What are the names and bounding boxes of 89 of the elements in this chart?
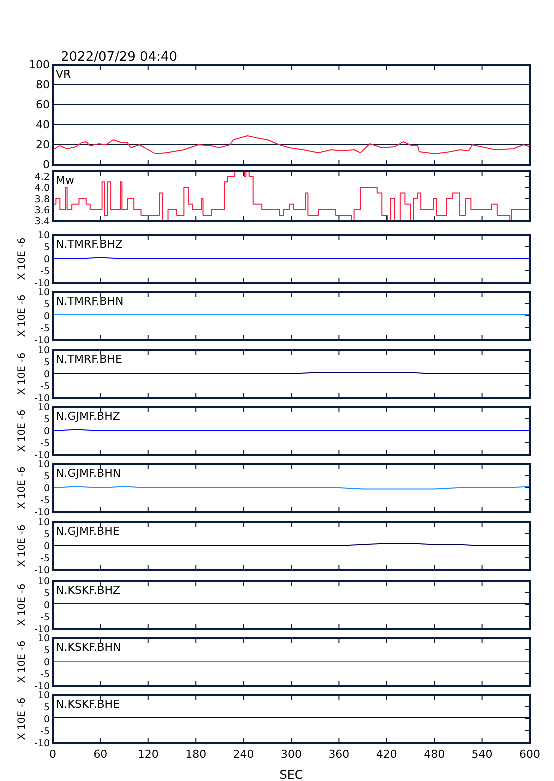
x-tick-label: 120	[138, 748, 159, 761]
y-tick-label: -5	[40, 438, 50, 450]
x-tick-label: 60	[94, 748, 108, 761]
series-label: N.GJMF.BHZ	[56, 410, 121, 423]
y-tick-label: -10	[34, 566, 50, 576]
series-label: Mw	[56, 174, 74, 187]
y-tick-label: -10	[34, 394, 50, 404]
y-tick-label: -10	[34, 682, 50, 692]
y-tick-label: 10	[38, 346, 50, 356]
y-axis-title: X 10E -6	[17, 352, 28, 396]
series-label: N.KSKF.BHZ	[56, 584, 122, 597]
y-tick-label: 10	[38, 690, 50, 702]
y-tick-label: 40	[36, 118, 50, 132]
y-tick-label: 5	[44, 646, 50, 656]
y-tick-label: 0	[44, 658, 50, 668]
y-tick-label: 5	[44, 414, 50, 426]
y-tick-label: 5	[44, 300, 50, 310]
y-axis-title: X 10E -6	[17, 524, 28, 568]
series-label: N.GJMF.BHE	[56, 525, 120, 538]
y-tick-label: 10	[38, 518, 50, 528]
y-tick-label: 4.2	[34, 172, 50, 184]
line-series	[52, 136, 530, 154]
y-tick-label: 5	[44, 702, 50, 714]
x-tick-label: 300	[281, 748, 302, 761]
y-tick-label: -10	[34, 450, 50, 462]
y-tick-label: 4.0	[34, 183, 50, 194]
x-tick-label: 540	[472, 748, 493, 761]
y-tick-label: 3.8	[34, 194, 50, 206]
y-tick-label: 10	[38, 402, 50, 414]
y-tick-label: 10	[38, 288, 50, 298]
y-tick-label: 10	[38, 230, 50, 242]
y-tick-label: -5	[40, 670, 50, 680]
y-axis-title: X 10E -6	[17, 698, 28, 740]
y-tick-label: -5	[40, 554, 50, 564]
y-tick-label: -10	[34, 336, 50, 346]
x-axis-title: SEC	[280, 768, 304, 781]
chart-title: 2022/07/29 04:40	[61, 50, 178, 65]
y-tick-label: -5	[40, 726, 50, 738]
y-tick-label: 0	[44, 714, 50, 726]
text: VR	[56, 68, 72, 81]
y-tick-label: 5	[44, 472, 50, 482]
y-tick-label: -10	[34, 278, 50, 290]
y-tick-label: -5	[40, 612, 50, 624]
y-axis-title: X 10E -6	[17, 640, 28, 684]
y-tick-label: 100	[29, 58, 50, 72]
series-label: N.KSKF.BHE	[56, 698, 120, 711]
y-tick-label: 0	[44, 312, 50, 322]
x-tick-label: 360	[328, 748, 350, 761]
y-axis-title: X 10E -6	[17, 410, 28, 452]
y-tick-label: 0	[44, 254, 50, 266]
x-tick-label: 480	[424, 748, 446, 761]
y-axis-title: X 10E -6	[17, 584, 28, 626]
y-tick-label: 0	[44, 426, 50, 438]
y-tick-label: 0	[44, 484, 50, 494]
y-tick-label: 5	[44, 530, 50, 540]
y-tick-label: 20	[36, 138, 50, 152]
y-axis-title: X 10E -6	[17, 466, 28, 510]
y-tick-label: 10	[38, 634, 50, 644]
y-tick-label: -5	[40, 266, 50, 278]
y-tick-label: 10	[38, 576, 50, 588]
y-tick-label: 5	[44, 242, 50, 254]
y-tick-label: 5	[44, 358, 50, 368]
series-label: N.KSKF.BHN	[56, 641, 122, 654]
series-label: N.GJMF.BHN	[56, 467, 122, 480]
y-tick-label: 0	[43, 158, 50, 172]
y-tick-label: 60	[36, 98, 50, 112]
y-tick-label: -10	[34, 508, 50, 518]
y-tick-label: 0	[44, 370, 50, 380]
y-tick-label: 80	[36, 78, 50, 92]
y-tick-label: 0	[44, 600, 50, 612]
y-tick-label: 10	[38, 460, 50, 470]
y-tick-label: -5	[40, 324, 50, 334]
y-axis-title: X 10E -6	[17, 294, 28, 338]
y-tick-label: 3.4	[34, 216, 50, 228]
x-tick-label: 600	[520, 748, 540, 761]
series-label: N.TMRF.BHN	[56, 295, 124, 308]
y-tick-label: 0	[44, 542, 50, 552]
series-label: N.TMRF.BHE	[56, 353, 122, 366]
x-tick-label: 240	[233, 748, 254, 761]
x-tick-label: 420	[376, 748, 398, 761]
y-tick-label: 3.6	[34, 205, 50, 216]
series-label: N.TMRF.BHZ	[56, 238, 124, 251]
y-tick-label: -10	[34, 624, 50, 636]
x-tick-label: 180	[186, 748, 207, 761]
y-tick-label: -10	[34, 738, 50, 750]
y-tick-label: -5	[40, 496, 50, 506]
y-tick-label: 5	[44, 588, 50, 600]
y-tick-label: -5	[40, 382, 50, 392]
y-axis-title: X 10E -6	[17, 238, 28, 280]
